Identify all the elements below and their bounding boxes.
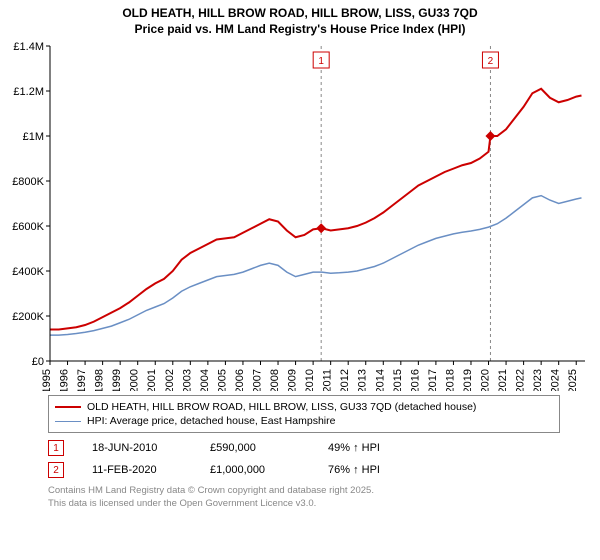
svg-text:2011: 2011 [322,369,334,391]
attribution: Contains HM Land Registry data © Crown c… [48,485,560,510]
svg-text:£1.2M: £1.2M [13,86,44,98]
svg-text:1999: 1999 [111,369,123,391]
svg-text:1997: 1997 [76,369,88,391]
chart-svg: £0 £200K £400K £600K £800K £1M £1.2M £1.4M 1995 1… [5,41,595,391]
svg-text:£400K: £400K [12,266,44,278]
transaction-price: £590,000 [210,442,300,454]
attribution-line2: This data is licensed under the Open Gov… [48,498,560,510]
transactions-table: 1 18-JUN-2010 £590,000 49% ↑ HPI 2 11-FE… [48,437,560,481]
transaction-marker-1: 1 [48,440,64,456]
svg-text:2015: 2015 [392,369,404,391]
svg-text:2021: 2021 [497,369,509,391]
svg-text:2: 2 [488,56,494,67]
svg-text:2002: 2002 [164,369,176,391]
svg-text:2013: 2013 [357,369,369,391]
svg-text:2023: 2023 [532,369,544,391]
legend-row-property: OLD HEATH, HILL BROW ROAD, HILL BROW, LI… [55,400,553,414]
svg-text:2008: 2008 [269,369,281,391]
chart-area: £0 £200K £400K £600K £800K £1M £1.2M £1.4M 1995 1… [5,41,595,391]
transaction-row: 2 11-FEB-2020 £1,000,000 76% ↑ HPI [48,459,560,481]
svg-text:2022: 2022 [515,369,527,391]
svg-text:2007: 2007 [251,369,263,391]
svg-text:2024: 2024 [550,369,562,391]
transaction-marker-2: 2 [48,462,64,478]
svg-text:2019: 2019 [462,369,474,391]
legend: OLD HEATH, HILL BROW ROAD, HILL BROW, LI… [48,395,560,433]
legend-row-hpi: HPI: Average price, detached house, East… [55,414,553,428]
svg-text:£600K: £600K [12,221,44,233]
svg-text:1: 1 [318,56,324,67]
svg-text:2020: 2020 [480,369,492,391]
legend-label-property: OLD HEATH, HILL BROW ROAD, HILL BROW, LI… [87,401,476,413]
svg-text:1995: 1995 [41,369,53,391]
attribution-line1: Contains HM Land Registry data © Crown c… [48,485,560,497]
svg-text:2006: 2006 [234,369,246,391]
svg-text:£0: £0 [32,356,44,368]
svg-text:1998: 1998 [94,369,106,391]
svg-text:2016: 2016 [409,369,421,391]
svg-text:2018: 2018 [444,369,456,391]
svg-text:2005: 2005 [216,369,228,391]
transaction-pct: 49% ↑ HPI [328,442,418,454]
svg-text:2004: 2004 [199,369,211,391]
title-line1: OLD HEATH, HILL BROW ROAD, HILL BROW, LI… [4,6,596,22]
transaction-date: 18-JUN-2010 [92,442,182,454]
legend-swatch-property [55,406,81,408]
legend-label-hpi: HPI: Average price, detached house, East… [87,415,335,427]
legend-swatch-hpi [55,421,81,422]
title-line2: Price paid vs. HM Land Registry's House … [4,22,596,38]
transaction-row: 1 18-JUN-2010 £590,000 49% ↑ HPI [48,437,560,459]
transaction-price: £1,000,000 [210,464,300,476]
svg-text:2000: 2000 [129,369,141,391]
svg-text:2017: 2017 [427,369,439,391]
svg-text:2025: 2025 [567,369,579,391]
svg-text:2010: 2010 [304,369,316,391]
svg-text:2003: 2003 [181,369,193,391]
svg-text:2012: 2012 [339,369,351,391]
svg-text:1996: 1996 [59,369,71,391]
transaction-pct: 76% ↑ HPI [328,464,418,476]
svg-text:£200K: £200K [12,311,44,323]
svg-text:2014: 2014 [374,369,386,391]
chart-title: OLD HEATH, HILL BROW ROAD, HILL BROW, LI… [0,0,600,41]
svg-text:£1.4M: £1.4M [13,41,44,53]
svg-text:£800K: £800K [12,176,44,188]
svg-text:2009: 2009 [287,369,299,391]
transaction-date: 11-FEB-2020 [92,464,182,476]
svg-text:£1M: £1M [23,131,44,143]
svg-text:2001: 2001 [146,369,158,391]
